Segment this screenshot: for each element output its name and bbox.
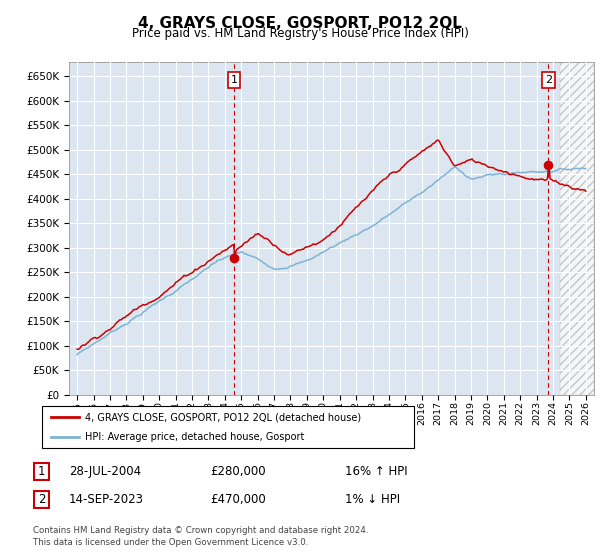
Text: £470,000: £470,000 — [210, 493, 266, 506]
Text: HPI: Average price, detached house, Gosport: HPI: Average price, detached house, Gosp… — [85, 432, 304, 442]
Text: 28-JUL-2004: 28-JUL-2004 — [69, 465, 141, 478]
Text: 1% ↓ HPI: 1% ↓ HPI — [345, 493, 400, 506]
Point — [544, 160, 553, 169]
Text: 1: 1 — [38, 465, 45, 478]
Text: Contains HM Land Registry data © Crown copyright and database right 2024.
This d: Contains HM Land Registry data © Crown c… — [33, 526, 368, 547]
Text: 14-SEP-2023: 14-SEP-2023 — [69, 493, 144, 506]
Text: 4, GRAYS CLOSE, GOSPORT, PO12 2QL (detached house): 4, GRAYS CLOSE, GOSPORT, PO12 2QL (detac… — [85, 412, 361, 422]
Text: 2: 2 — [545, 75, 552, 85]
Text: 4, GRAYS CLOSE, GOSPORT, PO12 2QL: 4, GRAYS CLOSE, GOSPORT, PO12 2QL — [138, 16, 462, 31]
Point — [229, 253, 239, 262]
Text: £280,000: £280,000 — [210, 465, 266, 478]
Text: 1: 1 — [231, 75, 238, 85]
Text: Price paid vs. HM Land Registry's House Price Index (HPI): Price paid vs. HM Land Registry's House … — [131, 27, 469, 40]
Text: 2: 2 — [38, 493, 45, 506]
Text: 16% ↑ HPI: 16% ↑ HPI — [345, 465, 407, 478]
